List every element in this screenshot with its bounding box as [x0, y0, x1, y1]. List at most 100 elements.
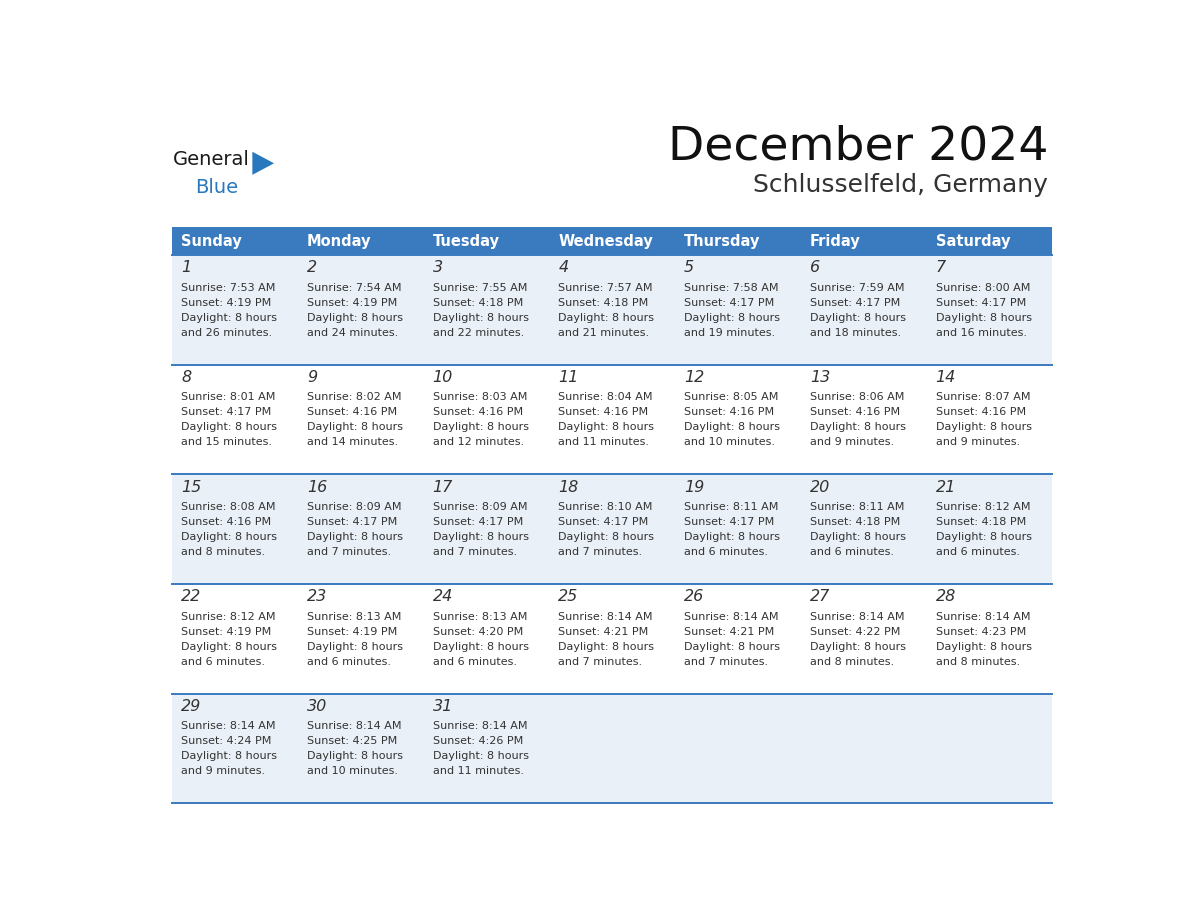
Text: Sunset: 4:17 PM: Sunset: 4:17 PM	[684, 297, 775, 308]
Text: Sunset: 4:17 PM: Sunset: 4:17 PM	[810, 297, 901, 308]
Text: and 6 minutes.: and 6 minutes.	[432, 656, 517, 666]
Text: Sunday: Sunday	[181, 233, 242, 249]
Text: Friday: Friday	[810, 233, 860, 249]
Text: Sunrise: 8:09 AM: Sunrise: 8:09 AM	[432, 502, 527, 512]
Text: and 8 minutes.: and 8 minutes.	[936, 656, 1019, 666]
Text: Sunset: 4:19 PM: Sunset: 4:19 PM	[181, 627, 271, 636]
Text: 14: 14	[936, 370, 956, 385]
Text: and 8 minutes.: and 8 minutes.	[810, 656, 895, 666]
Text: Sunrise: 8:12 AM: Sunrise: 8:12 AM	[181, 611, 276, 621]
Text: 10: 10	[432, 370, 453, 385]
Text: Wednesday: Wednesday	[558, 233, 653, 249]
Text: Sunrise: 8:11 AM: Sunrise: 8:11 AM	[684, 502, 778, 512]
Text: Sunrise: 8:14 AM: Sunrise: 8:14 AM	[307, 722, 402, 732]
Text: and 6 minutes.: and 6 minutes.	[810, 547, 893, 557]
Text: Sunset: 4:18 PM: Sunset: 4:18 PM	[432, 297, 523, 308]
Text: Sunset: 4:20 PM: Sunset: 4:20 PM	[432, 627, 523, 636]
Text: Sunset: 4:18 PM: Sunset: 4:18 PM	[936, 517, 1026, 527]
Text: 26: 26	[684, 589, 704, 604]
Text: Daylight: 8 hours: Daylight: 8 hours	[181, 532, 277, 542]
Text: 27: 27	[810, 589, 830, 604]
Text: Saturday: Saturday	[936, 233, 1010, 249]
Text: Sunset: 4:16 PM: Sunset: 4:16 PM	[810, 408, 901, 418]
Text: Sunrise: 8:13 AM: Sunrise: 8:13 AM	[307, 611, 402, 621]
Text: Daylight: 8 hours: Daylight: 8 hours	[936, 532, 1031, 542]
Text: 2: 2	[307, 261, 317, 275]
Text: Thursday: Thursday	[684, 233, 760, 249]
Text: Daylight: 8 hours: Daylight: 8 hours	[432, 422, 529, 432]
Text: Daylight: 8 hours: Daylight: 8 hours	[307, 642, 403, 652]
Text: Daylight: 8 hours: Daylight: 8 hours	[558, 532, 655, 542]
Text: Sunrise: 8:14 AM: Sunrise: 8:14 AM	[558, 611, 653, 621]
Text: and 9 minutes.: and 9 minutes.	[936, 437, 1019, 447]
Text: Sunset: 4:17 PM: Sunset: 4:17 PM	[558, 517, 649, 527]
Bar	[172, 584, 1053, 693]
Text: Sunrise: 8:00 AM: Sunrise: 8:00 AM	[936, 283, 1030, 293]
Text: Daylight: 8 hours: Daylight: 8 hours	[432, 313, 529, 322]
Text: Daylight: 8 hours: Daylight: 8 hours	[181, 313, 277, 322]
Text: 8: 8	[181, 370, 191, 385]
Text: Sunrise: 8:10 AM: Sunrise: 8:10 AM	[558, 502, 652, 512]
Text: and 10 minutes.: and 10 minutes.	[307, 767, 398, 777]
Text: Sunset: 4:19 PM: Sunset: 4:19 PM	[307, 297, 397, 308]
Text: Sunrise: 8:07 AM: Sunrise: 8:07 AM	[936, 392, 1030, 402]
Text: Sunrise: 8:03 AM: Sunrise: 8:03 AM	[432, 392, 527, 402]
Text: Sunset: 4:17 PM: Sunset: 4:17 PM	[432, 517, 523, 527]
Text: Daylight: 8 hours: Daylight: 8 hours	[558, 642, 655, 652]
Text: 15: 15	[181, 479, 201, 495]
Text: 3: 3	[432, 261, 443, 275]
Text: 13: 13	[810, 370, 830, 385]
Text: Sunset: 4:16 PM: Sunset: 4:16 PM	[936, 408, 1025, 418]
Text: 4: 4	[558, 261, 569, 275]
Text: Sunrise: 8:01 AM: Sunrise: 8:01 AM	[181, 392, 276, 402]
Text: Daylight: 8 hours: Daylight: 8 hours	[307, 751, 403, 761]
Text: Sunset: 4:16 PM: Sunset: 4:16 PM	[307, 408, 397, 418]
Text: 18: 18	[558, 479, 579, 495]
Text: Sunrise: 7:58 AM: Sunrise: 7:58 AM	[684, 283, 778, 293]
Text: Sunrise: 8:08 AM: Sunrise: 8:08 AM	[181, 502, 276, 512]
Text: and 11 minutes.: and 11 minutes.	[558, 437, 650, 447]
Text: and 22 minutes.: and 22 minutes.	[432, 328, 524, 338]
Text: and 12 minutes.: and 12 minutes.	[432, 437, 524, 447]
Text: Daylight: 8 hours: Daylight: 8 hours	[936, 422, 1031, 432]
Text: Sunset: 4:19 PM: Sunset: 4:19 PM	[307, 627, 397, 636]
Text: Daylight: 8 hours: Daylight: 8 hours	[558, 422, 655, 432]
Text: Sunrise: 8:14 AM: Sunrise: 8:14 AM	[936, 611, 1030, 621]
Text: Daylight: 8 hours: Daylight: 8 hours	[684, 642, 781, 652]
Bar	[172, 364, 1053, 475]
Text: Sunset: 4:16 PM: Sunset: 4:16 PM	[558, 408, 649, 418]
Text: Sunrise: 8:11 AM: Sunrise: 8:11 AM	[810, 502, 904, 512]
Text: 9: 9	[307, 370, 317, 385]
Text: and 7 minutes.: and 7 minutes.	[432, 547, 517, 557]
Text: Daylight: 8 hours: Daylight: 8 hours	[558, 313, 655, 322]
Text: Daylight: 8 hours: Daylight: 8 hours	[307, 422, 403, 432]
Text: Sunset: 4:25 PM: Sunset: 4:25 PM	[307, 736, 397, 746]
Text: Sunrise: 8:13 AM: Sunrise: 8:13 AM	[432, 611, 527, 621]
Text: and 18 minutes.: and 18 minutes.	[810, 328, 901, 338]
Text: 12: 12	[684, 370, 704, 385]
Text: Sunrise: 7:57 AM: Sunrise: 7:57 AM	[558, 283, 653, 293]
Text: Daylight: 8 hours: Daylight: 8 hours	[181, 642, 277, 652]
Text: Sunset: 4:16 PM: Sunset: 4:16 PM	[684, 408, 775, 418]
Text: and 6 minutes.: and 6 minutes.	[181, 656, 265, 666]
Text: Sunset: 4:23 PM: Sunset: 4:23 PM	[936, 627, 1026, 636]
Text: 31: 31	[432, 699, 453, 714]
Text: Sunset: 4:21 PM: Sunset: 4:21 PM	[684, 627, 775, 636]
Text: and 21 minutes.: and 21 minutes.	[558, 328, 650, 338]
Text: Blue: Blue	[195, 178, 238, 197]
Bar	[172, 227, 1053, 255]
Text: Daylight: 8 hours: Daylight: 8 hours	[684, 532, 781, 542]
Text: Sunset: 4:17 PM: Sunset: 4:17 PM	[936, 297, 1026, 308]
Bar	[172, 255, 1053, 364]
Text: Sunrise: 8:14 AM: Sunrise: 8:14 AM	[432, 722, 527, 732]
Text: Sunrise: 8:04 AM: Sunrise: 8:04 AM	[558, 392, 653, 402]
Text: and 7 minutes.: and 7 minutes.	[558, 656, 643, 666]
Text: 25: 25	[558, 589, 579, 604]
Text: and 15 minutes.: and 15 minutes.	[181, 437, 272, 447]
Text: 29: 29	[181, 699, 201, 714]
Text: 11: 11	[558, 370, 579, 385]
Text: and 24 minutes.: and 24 minutes.	[307, 328, 398, 338]
Polygon shape	[252, 151, 274, 174]
Text: Sunset: 4:24 PM: Sunset: 4:24 PM	[181, 736, 271, 746]
Text: and 7 minutes.: and 7 minutes.	[684, 656, 769, 666]
